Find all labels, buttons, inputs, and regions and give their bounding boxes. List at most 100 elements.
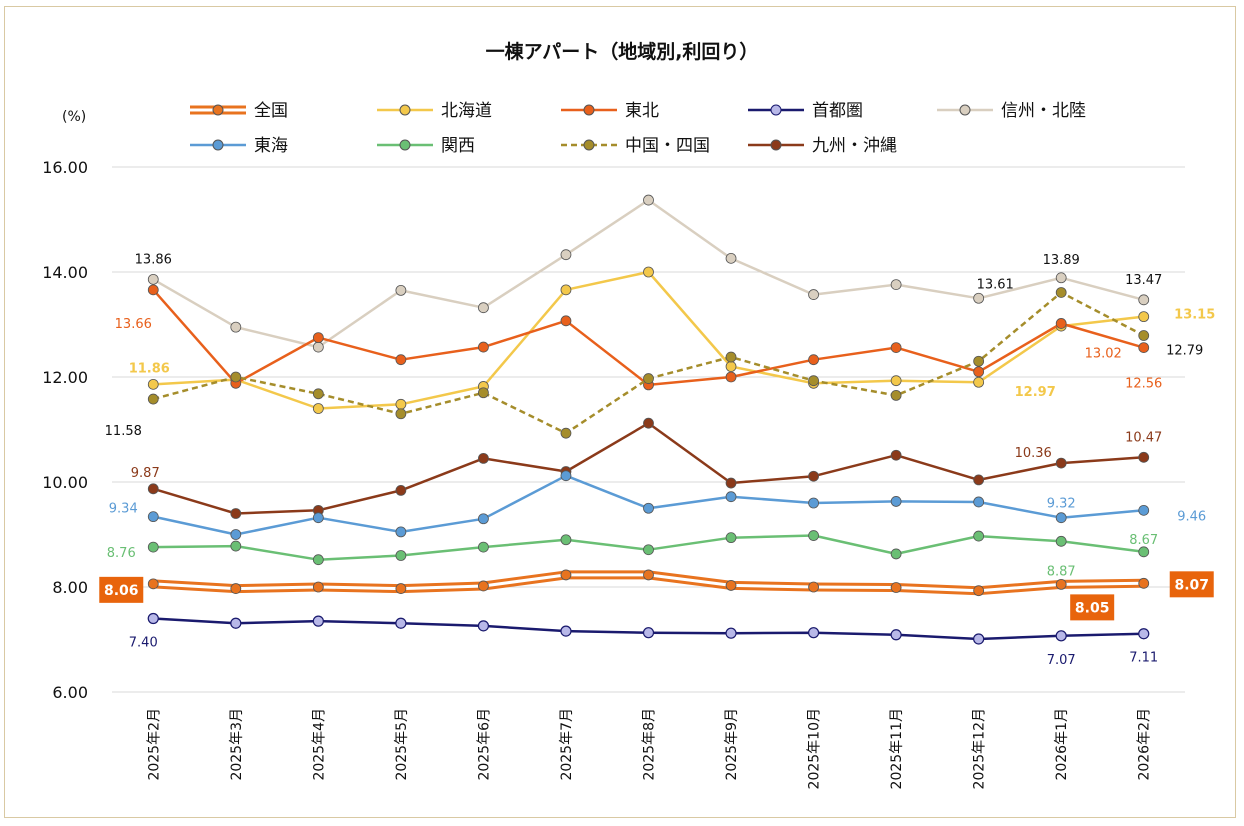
data-label: 12.56 — [1125, 377, 1162, 392]
data-point — [560, 625, 572, 637]
data-point — [230, 540, 242, 552]
legend-label: 北海道 — [441, 101, 492, 121]
data-point — [395, 408, 407, 420]
legend-label: 全国 — [254, 101, 288, 121]
data-point — [1138, 504, 1150, 516]
data-label: 13.15 — [1174, 308, 1215, 323]
data-label: 7.40 — [129, 636, 158, 651]
data-point — [643, 569, 654, 581]
legend-item: 首都圏 — [748, 101, 863, 121]
data-point — [478, 580, 489, 592]
data-point — [1138, 577, 1150, 589]
series-北海道 — [147, 266, 1150, 414]
legend-marker — [770, 139, 782, 151]
data-point — [808, 375, 819, 387]
data-point — [725, 477, 737, 489]
data-point — [643, 373, 654, 384]
legend-label: 関西 — [441, 136, 475, 156]
data-point — [312, 615, 324, 627]
data-point — [312, 554, 324, 566]
data-label: 10.36 — [1015, 446, 1052, 461]
legend-marker — [399, 139, 411, 151]
chart-frame — [4, 6, 1236, 818]
data-point — [478, 513, 489, 525]
x-tick-label: 2025年4月 — [311, 708, 327, 781]
data-point — [643, 266, 654, 278]
series-関西 — [147, 530, 1150, 566]
data-point — [395, 617, 407, 629]
data-point — [642, 627, 655, 639]
data-point — [395, 583, 407, 594]
data-point — [973, 366, 985, 378]
data-label: 8.07 — [1174, 577, 1209, 593]
x-axis-ticks: 2025年2月 2025年3月 2025年4月 2025年5月 2025年6月 2025年… — [146, 708, 1152, 789]
data-point — [312, 341, 324, 353]
legend-marker — [959, 104, 971, 116]
legend-label: 中国・四国 — [625, 136, 710, 156]
data-point — [973, 530, 985, 542]
data-point — [890, 279, 902, 291]
data-point — [973, 376, 985, 388]
data-point — [1055, 287, 1067, 298]
x-tick-label: 2025年6月 — [476, 708, 492, 781]
data-point — [973, 633, 985, 645]
legend-marker — [212, 139, 224, 151]
data-point — [560, 534, 572, 546]
data-label: 12.97 — [1015, 385, 1056, 400]
data-label: 8.67 — [1129, 533, 1158, 548]
legend-label: 首都圏 — [812, 101, 863, 121]
x-tick-label: 2025年2月 — [146, 708, 162, 781]
data-point — [725, 491, 737, 503]
data-point — [808, 470, 819, 482]
data-label: 10.47 — [1125, 430, 1162, 445]
data-point — [395, 398, 407, 410]
data-point — [890, 389, 902, 401]
data-point — [890, 375, 902, 387]
data-point — [808, 581, 819, 593]
data-point — [643, 502, 654, 514]
data-point — [1055, 535, 1067, 547]
data-label: 9.87 — [131, 466, 160, 481]
data-point — [395, 354, 407, 366]
legend-item: 九州・沖縄 — [748, 136, 897, 156]
data-label: 11.58 — [105, 424, 142, 439]
data-point — [560, 315, 572, 327]
data-point — [395, 526, 407, 538]
data-point — [478, 302, 489, 314]
data-point — [808, 497, 819, 509]
data-point — [147, 284, 159, 296]
grid — [112, 166, 1185, 693]
data-point — [312, 403, 324, 414]
data-point — [395, 284, 407, 296]
y-axis-ticks: 6.00 8.00 10.00 12.00 14.00 16.00 — [42, 158, 88, 702]
data-label: 8.05 — [1075, 600, 1110, 616]
data-label: 13.02 — [1085, 346, 1122, 361]
data-point — [725, 252, 737, 264]
y-tick-label: 14.00 — [42, 263, 88, 282]
x-tick-label: 2025年12月 — [972, 708, 988, 789]
data-label: 13.61 — [977, 277, 1014, 292]
x-tick-label: 2025年3月 — [229, 708, 245, 781]
data-point — [725, 532, 737, 544]
data-point — [230, 508, 242, 519]
data-point — [147, 393, 159, 405]
x-tick-label: 2025年7月 — [559, 708, 575, 781]
data-point — [1138, 342, 1150, 354]
data-point — [1055, 318, 1067, 329]
data-point — [560, 569, 572, 581]
data-point — [312, 388, 324, 400]
data-point — [312, 581, 324, 593]
data-point — [1138, 451, 1150, 463]
legend-marker — [770, 104, 782, 116]
data-point — [312, 332, 324, 344]
data-point — [808, 354, 819, 366]
data-label-box — [1169, 571, 1214, 598]
data-point — [725, 351, 737, 363]
data-point — [1055, 630, 1067, 642]
x-tick-label: 2026年2月 — [1137, 708, 1153, 781]
series-東海 — [147, 470, 1150, 540]
legend-label: 信州・北陸 — [1001, 101, 1086, 121]
series-全国 — [147, 569, 1150, 597]
data-label: 13.66 — [115, 317, 152, 332]
